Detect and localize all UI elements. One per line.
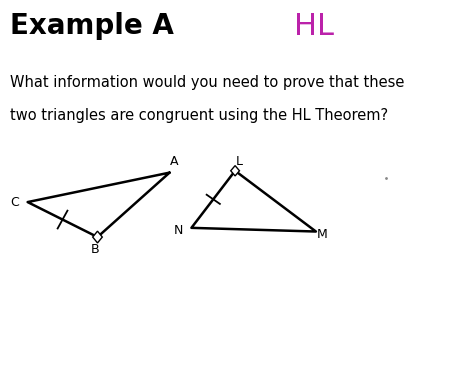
Polygon shape bbox=[231, 165, 239, 176]
Text: A: A bbox=[170, 155, 178, 168]
Text: Example A: Example A bbox=[10, 13, 174, 40]
Text: C: C bbox=[10, 196, 19, 209]
Text: L: L bbox=[236, 155, 243, 168]
Text: N: N bbox=[173, 224, 183, 237]
Polygon shape bbox=[93, 231, 102, 243]
Text: two triangles are congruent using the HL Theorem?: two triangles are congruent using the HL… bbox=[10, 108, 388, 123]
Text: M: M bbox=[317, 227, 328, 241]
Text: HL: HL bbox=[294, 13, 334, 42]
Text: What information would you need to prove that these: What information would you need to prove… bbox=[10, 75, 404, 90]
Text: B: B bbox=[91, 243, 100, 256]
